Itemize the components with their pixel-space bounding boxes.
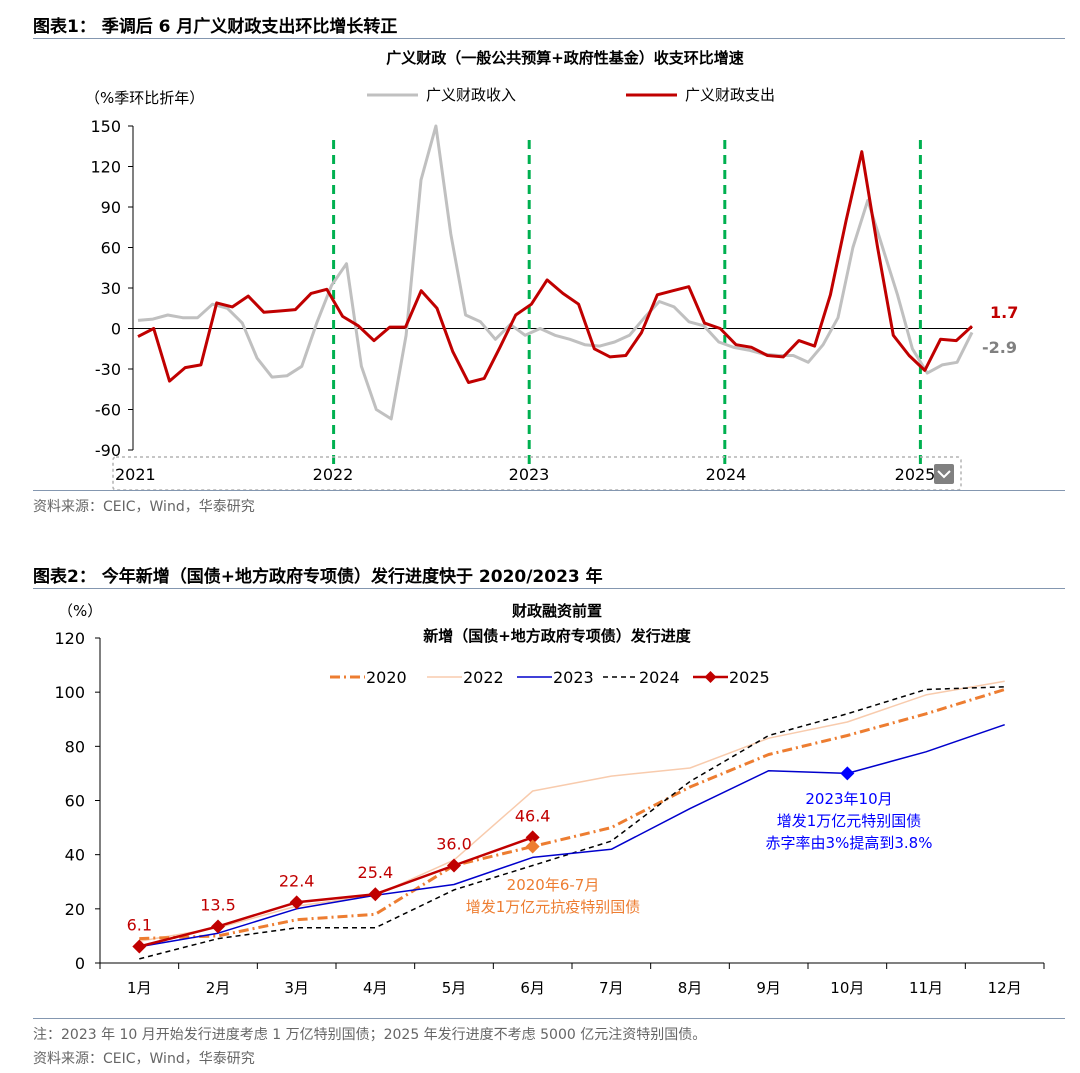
x-axis-range-selector[interactable] [112, 456, 962, 491]
highlight-point-2023 [840, 766, 855, 781]
y-tick-label: 30 [101, 279, 121, 298]
series-line-2023 [139, 723, 1005, 948]
series-line-2020 [139, 688, 1006, 941]
figure1-source: 资料来源：CEIC，Wind，华泰研究 [33, 499, 255, 515]
legend-label-expenditure: 广义财政支出 [685, 86, 775, 104]
y-tick-label: 0 [111, 320, 121, 339]
annotation-line: 增发1万亿元特别国债 [777, 812, 922, 830]
y-tick-label: -90 [95, 441, 121, 460]
year-label: 2025 [895, 465, 936, 484]
chart2-ylabel: （%） [58, 602, 102, 620]
x-tick-label: 8月 [678, 979, 703, 997]
data-label-2025: 6.1 [127, 915, 152, 934]
end-label-revenue: -2.9 [982, 338, 1017, 357]
point-2025 [525, 830, 540, 845]
point-2025 [211, 919, 225, 934]
x-tick-label: 4月 [363, 979, 388, 997]
y-tick-label: 150 [90, 117, 121, 136]
point-2025 [289, 895, 304, 910]
chart1: 广义财政（一般公共预算+政府性基金）收支环比增速 （%季环比折年） 广义财政收入… [85, 49, 1018, 491]
series-line-2022 [139, 680, 1005, 943]
y-tick-label: -60 [95, 401, 121, 420]
figure1-caption: 图表1： 季调后 6 月广义财政支出环比增长转正 [33, 17, 398, 37]
figure2-source: 资料来源：CEIC，Wind，华泰研究 [33, 1051, 255, 1067]
point-2025 [368, 887, 383, 902]
data-label-2025: 46.4 [515, 806, 551, 825]
figure1-bottom-rule [33, 490, 1065, 491]
revenue-line [137, 124, 974, 421]
legend-label-2025: 2025 [729, 668, 770, 687]
legend-label-2022: 2022 [463, 668, 504, 687]
end-label-expenditure: 1.7 [990, 303, 1018, 322]
y-tick-label: 80 [65, 737, 85, 756]
year-label: 2023 [509, 465, 550, 484]
chart2-subtitle: 新增（国债+地方政府专项债）发行进度 [423, 627, 692, 645]
y-tick-label: 20 [65, 900, 85, 919]
x-tick-label: 11月 [909, 979, 943, 997]
x-tick-label: 2月 [206, 979, 231, 997]
x-tick-label: 9月 [756, 979, 781, 997]
expenditure-line [137, 150, 974, 384]
legend-label-2024: 2024 [639, 668, 680, 687]
point-2025 [132, 939, 147, 954]
y-tick-label: -30 [95, 360, 121, 379]
y-tick-label: 120 [90, 158, 121, 177]
figure2-note: 注：2023 年 10 月开始发行进度考虑 1 万亿特别国债；2025 年发行进… [33, 1027, 707, 1043]
annotation-line: 增发1万亿元抗疫特别国债 [466, 898, 641, 916]
y-tick-label: 0 [75, 954, 85, 973]
legend-label-revenue: 广义财政收入 [426, 86, 516, 104]
x-tick-label: 3月 [284, 979, 309, 997]
year-label: 2024 [706, 465, 747, 484]
data-label-2025: 25.4 [358, 863, 394, 882]
chart2: 财政融资前置 新增（国债+地方政府专项债）发行进度 （%） 2020 2022 20… [54, 602, 1045, 997]
x-tick-label: 5月 [442, 979, 467, 997]
highlight-point-2020 [525, 839, 540, 854]
figure2-top-rule [33, 588, 1065, 589]
y-tick-label: 60 [65, 792, 85, 811]
annotation-line: 2023年10月 [805, 790, 892, 808]
figure2-caption: 图表2： 今年新增（国债+地方政府专项债）发行进度快于 2020/2023 年 [33, 567, 603, 587]
figure2-bottom-rule [33, 1018, 1065, 1019]
point-2025 [447, 858, 461, 873]
data-label-2025: 36.0 [436, 835, 472, 854]
annotation-line: 2020年6-7月 [507, 876, 600, 894]
figure1-top-rule [33, 38, 1065, 39]
legend-label-2023: 2023 [553, 668, 594, 687]
chart2-title: 财政融资前置 [512, 602, 602, 620]
y-tick-label: 40 [65, 846, 85, 865]
year-label: 2021 [115, 465, 156, 484]
y-tick-label: 90 [101, 198, 121, 217]
legend-label-2020: 2020 [366, 668, 407, 687]
chevron-down-icon [937, 470, 951, 479]
x-tick-label: 6月 [520, 979, 545, 997]
chart1-ylabel: （%季环比折年） [85, 89, 204, 107]
data-label-2025: 13.5 [200, 895, 236, 914]
range-dropdown-button[interactable] [934, 464, 954, 484]
legend-marker-2025 [704, 671, 717, 683]
y-tick-label: 100 [54, 683, 85, 702]
y-tick-label: 120 [54, 629, 85, 648]
chart1-title: 广义财政（一般公共预算+政府性基金）收支环比增速 [386, 49, 744, 67]
data-label-2025: 22.4 [279, 871, 315, 890]
x-tick-label: 7月 [599, 979, 624, 997]
series-line-2025 [138, 836, 534, 948]
annotation-line: 赤字率由3%提高到3.8% [766, 834, 933, 852]
year-label: 2022 [313, 465, 354, 484]
x-tick-label: 10月 [830, 979, 864, 997]
y-tick-label: 60 [101, 239, 121, 258]
x-tick-label: 1月 [127, 979, 152, 997]
x-tick-label: 12月 [988, 979, 1022, 997]
